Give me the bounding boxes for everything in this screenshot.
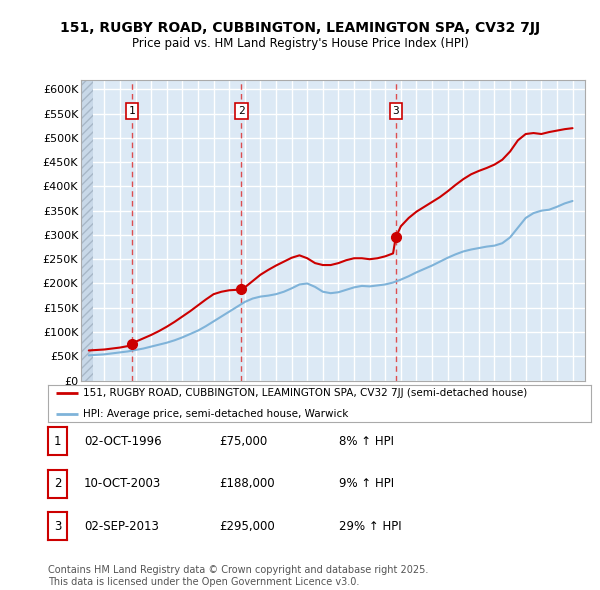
Text: 29% ↑ HPI: 29% ↑ HPI: [339, 520, 401, 533]
Text: £295,000: £295,000: [219, 520, 275, 533]
Text: 02-OCT-1996: 02-OCT-1996: [84, 435, 161, 448]
Text: 10-OCT-2003: 10-OCT-2003: [84, 477, 161, 490]
Text: 2: 2: [54, 477, 61, 490]
Text: £75,000: £75,000: [219, 435, 267, 448]
Text: 151, RUGBY ROAD, CUBBINGTON, LEAMINGTON SPA, CV32 7JJ (semi-detached house): 151, RUGBY ROAD, CUBBINGTON, LEAMINGTON …: [83, 388, 527, 398]
Text: 1: 1: [128, 106, 135, 116]
Text: 02-SEP-2013: 02-SEP-2013: [84, 520, 159, 533]
Text: 8% ↑ HPI: 8% ↑ HPI: [339, 435, 394, 448]
Text: HPI: Average price, semi-detached house, Warwick: HPI: Average price, semi-detached house,…: [83, 409, 349, 419]
Text: 2: 2: [238, 106, 245, 116]
Text: Price paid vs. HM Land Registry's House Price Index (HPI): Price paid vs. HM Land Registry's House …: [131, 37, 469, 50]
Text: Contains HM Land Registry data © Crown copyright and database right 2025.
This d: Contains HM Land Registry data © Crown c…: [48, 565, 428, 587]
Text: 3: 3: [392, 106, 399, 116]
Text: 9% ↑ HPI: 9% ↑ HPI: [339, 477, 394, 490]
Text: £188,000: £188,000: [219, 477, 275, 490]
Bar: [81, 80, 94, 381]
Text: 3: 3: [54, 520, 61, 533]
Text: 151, RUGBY ROAD, CUBBINGTON, LEAMINGTON SPA, CV32 7JJ: 151, RUGBY ROAD, CUBBINGTON, LEAMINGTON …: [60, 21, 540, 35]
Text: 1: 1: [54, 435, 61, 448]
